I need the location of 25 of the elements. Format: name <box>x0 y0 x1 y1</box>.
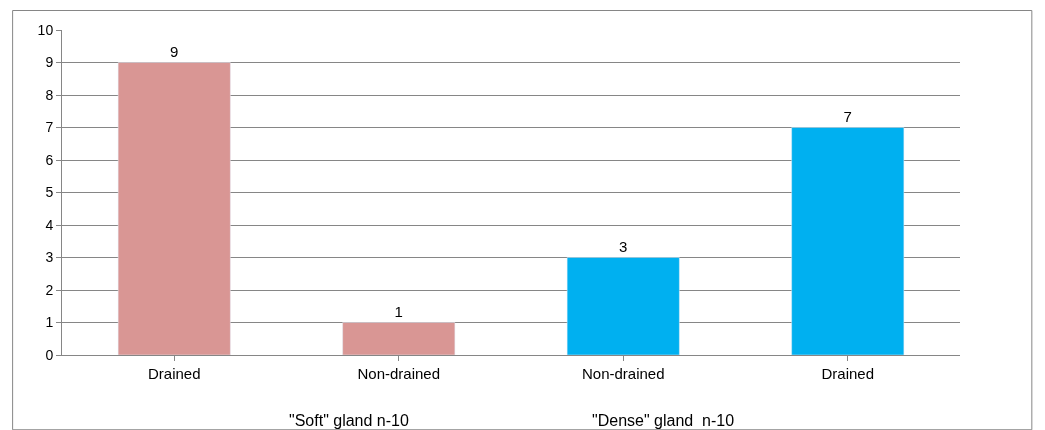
bar <box>791 127 905 355</box>
data-label: 3 <box>619 237 628 255</box>
bar <box>342 322 456 355</box>
x-tick-label: Drained <box>821 365 875 382</box>
bar <box>566 257 680 355</box>
text: "Soft" gland n-10 <box>289 412 409 429</box>
x-tick-label: Non-drained <box>357 365 441 382</box>
data-label: 7 <box>843 107 852 125</box>
y-tick-label: 10 <box>37 21 54 38</box>
x-tick-label: Non-drained <box>581 365 665 382</box>
y-tick-label: 5 <box>45 184 54 201</box>
y-tick-label: 8 <box>45 86 54 103</box>
y-tick-label: 1 <box>45 314 54 331</box>
y-tick-label: 7 <box>45 119 54 136</box>
data-label: 1 <box>394 302 403 320</box>
y-tick-label: 3 <box>45 249 54 266</box>
y-tick-label: 4 <box>45 216 54 233</box>
y-tick-label: 0 <box>45 346 54 363</box>
bar <box>117 62 231 355</box>
y-tick-label: 9 <box>45 54 54 71</box>
x-tick-label: Drained <box>147 365 201 382</box>
y-tick-label: 6 <box>45 151 54 168</box>
data-label: 9 <box>170 42 179 60</box>
text: "Dense" gland n-10 <box>592 412 735 429</box>
y-tick-label: 2 <box>45 281 54 298</box>
